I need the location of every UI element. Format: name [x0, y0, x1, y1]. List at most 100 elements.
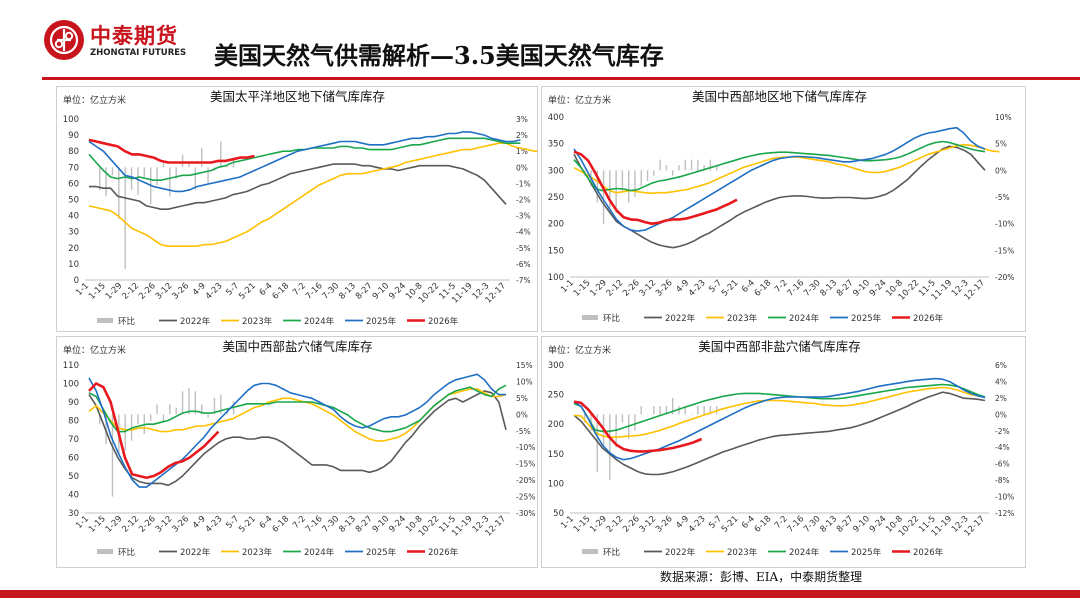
chart-midwest-storage: 单位：亿立方米 美国中西部地区地下储气库库存 100 150 200 250 300 350 4… [548, 89, 1015, 324]
legend-label: 2024年 [304, 316, 335, 327]
bar-mark [124, 167, 126, 269]
y-tick-label: 30 [68, 509, 79, 519]
x-tick-label: 3-26 [654, 514, 675, 535]
x-tick-label: 5-21 [237, 514, 258, 535]
bar-mark [697, 406, 699, 415]
bar-mark [690, 414, 693, 415]
y2-tick-label: -5% [516, 244, 531, 253]
y-tick-label: 40 [68, 212, 79, 222]
bar-mark [99, 414, 101, 425]
x-tick-label: 9-10 [371, 514, 392, 535]
chart-midwest-salt-storage: 单位：亿立方米 美国中西部盐穴储气库库存 30 40 50 60 70 80 90 100 110 -… [63, 339, 536, 558]
legend-label: 环比 [603, 313, 620, 324]
x-tick-label: 2-26 [137, 514, 158, 535]
bar-mark [181, 391, 184, 415]
x-tick-label: 4-23 [687, 278, 708, 299]
x-tick-label: 1-15 [87, 281, 108, 302]
y2-tick-label: -5% [516, 427, 531, 436]
legend-label: 2023年 [242, 316, 273, 327]
legend-label: 2026年 [913, 547, 944, 558]
y-tick-label: 20 [68, 244, 79, 254]
brand-name-cn: 中泰期货 [90, 24, 178, 48]
y2-tick-label: -20% [516, 476, 535, 485]
bar-mark [659, 406, 661, 415]
x-tick-label: 9-24 [868, 514, 889, 535]
bar-mark [684, 406, 686, 415]
chart-midwest-nonsalt-storage: 单位：亿立方米 美国中西部非盐穴储气库库存 50 100 150 200 250 300 -12… [548, 339, 1015, 558]
y-tick-label: 0 [74, 276, 79, 286]
y-tick-label: 50 [553, 509, 564, 519]
bar-mark [194, 391, 197, 415]
y-tick-label: 40 [68, 491, 79, 501]
chart-title: 美国太平洋地区地下储气库库存 [210, 89, 385, 104]
series-line-2025 [573, 126, 986, 232]
legend-label: 2026年 [428, 547, 459, 558]
y2-tick-label: -2% [516, 196, 531, 205]
bar-mark [703, 406, 705, 415]
bar-mark [194, 167, 197, 190]
y2-tick-label: -1% [516, 179, 531, 188]
y-tick-label: 10 [68, 260, 79, 270]
y-tick-label: 100 [63, 115, 79, 125]
series-line-2026 [573, 150, 738, 225]
y2-tick-label: -5% [995, 193, 1010, 202]
x-tick-label: 9-10 [851, 278, 872, 299]
bar-mark [162, 160, 165, 168]
series-line-2026 [573, 400, 703, 453]
y2-tick-label: 0% [995, 410, 1007, 419]
bar-mark [220, 394, 222, 415]
bar-mark [665, 406, 668, 415]
title-divider [42, 77, 1080, 80]
bar-mark [150, 414, 152, 421]
legend-swatch-bar [582, 549, 598, 554]
y2-tick-label: -4% [995, 443, 1010, 452]
bar-mark [162, 414, 165, 421]
x-tick-label: 8-27 [835, 514, 856, 535]
x-tick-label: 8-27 [835, 278, 856, 299]
series-line-2026 [88, 138, 255, 164]
bar-mark [584, 414, 586, 423]
brand-mark-icon [44, 20, 84, 60]
bar-mark [207, 414, 209, 418]
unit-label: 单位：亿立方米 [63, 94, 126, 106]
bar-mark [627, 170, 630, 203]
legend-label: 环比 [118, 547, 135, 558]
y2-tick-label: -10% [995, 493, 1014, 502]
series-line-2025 [88, 131, 521, 193]
y2-tick-label: 3% [516, 115, 528, 124]
brand-name-en: ZHONGTAI FUTURES [90, 48, 187, 58]
y2-tick-label: -3% [516, 212, 531, 221]
y2-tick-label: -6% [995, 460, 1010, 469]
x-tick-label: 2-12 [120, 281, 141, 302]
x-tick-label: 7-16 [304, 281, 325, 302]
series-line-2025 [88, 373, 506, 488]
x-tick-label: 8-13 [818, 514, 839, 535]
legend-label: 2025年 [851, 547, 882, 558]
series-line-2024 [573, 140, 986, 192]
bar-mark [220, 141, 222, 168]
y-tick-label: 300 [548, 361, 564, 371]
series-line-2022 [89, 163, 507, 210]
bar-mark [609, 414, 611, 481]
x-tick-label: 3-26 [654, 278, 675, 299]
series-line-2023 [88, 388, 507, 442]
source-note: 数据来源：彭博、EIA，中泰期货整理 [660, 570, 863, 584]
bar-mark [188, 388, 190, 415]
y-tick-label: 110 [63, 361, 79, 371]
bar-mark [709, 406, 712, 415]
bar-mark [188, 162, 190, 168]
y-tick-label: 250 [548, 391, 564, 401]
x-tick-label: 5-21 [237, 281, 258, 302]
legend-label: 2026年 [913, 313, 944, 324]
legend-label: 2024年 [789, 547, 820, 558]
y2-tick-label: -25% [516, 493, 535, 502]
bar-mark [226, 411, 228, 415]
series-line-2022 [573, 145, 986, 249]
x-tick-label: 8-27 [354, 281, 375, 302]
page-title: 美国天然气供需解析—3.5美国天然气库存 [214, 41, 664, 70]
y-tick-label: 250 [548, 193, 564, 203]
x-tick-label: 1-29 [588, 514, 609, 535]
bar-mark [213, 397, 216, 415]
y-tick-label: 90 [68, 131, 79, 141]
legend-label: 2022年 [665, 547, 696, 558]
